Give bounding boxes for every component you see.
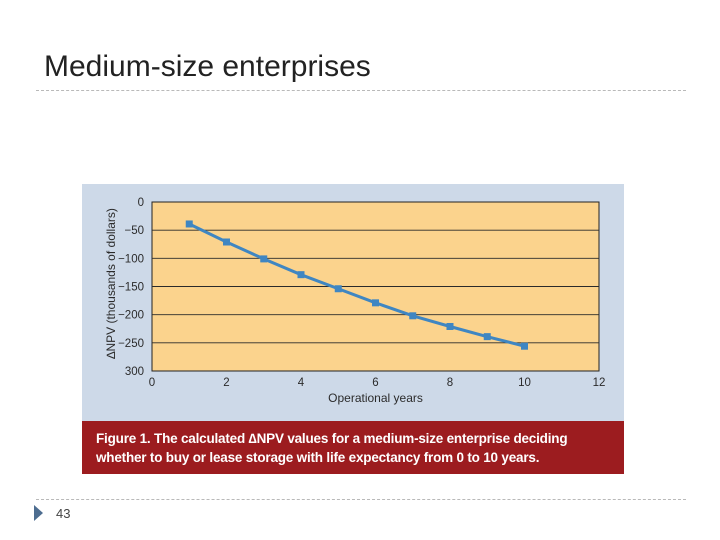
series-line xyxy=(188,222,525,348)
caption-line-1: Figure 1. The calculated ∆NPV values for… xyxy=(96,431,568,446)
y-tick-label: −250 xyxy=(118,338,144,350)
x-axis-label: Operational years xyxy=(328,391,423,405)
y-tick-label: 300 xyxy=(125,366,144,378)
x-tick-label: 8 xyxy=(447,377,453,389)
data-point xyxy=(297,271,305,279)
x-tick-label: 10 xyxy=(518,377,531,389)
y-tick-label: 0 xyxy=(138,197,144,209)
data-point xyxy=(372,299,379,307)
y-tick-label: −50 xyxy=(124,225,144,237)
slide-title: Medium-size enterprises xyxy=(44,50,371,83)
npv-line-chart: 0 −50 −100 −150 −200 −250 300 0 2 4 6 8 10 12 Operatio… xyxy=(104,197,606,405)
data-point xyxy=(446,322,454,330)
x-tick-label: 0 xyxy=(149,377,155,389)
title-divider xyxy=(36,90,686,91)
x-tick-label: 4 xyxy=(298,377,305,389)
data-point xyxy=(185,220,193,228)
footer-divider xyxy=(36,499,686,500)
y-axis-label: ∆NPV (thousands of dollars) xyxy=(104,208,118,359)
caption-text-1: The calculated ∆NPV values for a medium-… xyxy=(150,431,568,446)
caption-text-2: whether to buy or lease storage with lif… xyxy=(96,450,540,465)
caption-line-2: whether to buy or lease storage with lif… xyxy=(96,450,539,465)
x-tick-label: 2 xyxy=(223,377,229,389)
figure: 0 −50 −100 −150 −200 −250 300 0 2 4 6 8 10 12 Operatio… xyxy=(82,184,624,474)
figure-caption: Figure 1. The calculated ∆NPV values for… xyxy=(82,421,624,474)
data-point xyxy=(521,342,528,350)
data-point xyxy=(223,238,230,246)
x-tick-label: 6 xyxy=(372,377,378,389)
y-tick-label: −150 xyxy=(118,282,144,294)
data-point xyxy=(409,312,417,320)
data-point xyxy=(260,255,268,263)
y-tick-label: −200 xyxy=(118,310,144,322)
data-point xyxy=(483,333,491,341)
y-tick-label: −100 xyxy=(118,253,144,265)
data-point xyxy=(334,285,342,293)
x-tick-label: 12 xyxy=(593,377,606,389)
page-number: 43 xyxy=(56,506,71,521)
bullet-arrow-icon xyxy=(34,505,43,521)
caption-label: Figure 1. xyxy=(96,431,151,446)
